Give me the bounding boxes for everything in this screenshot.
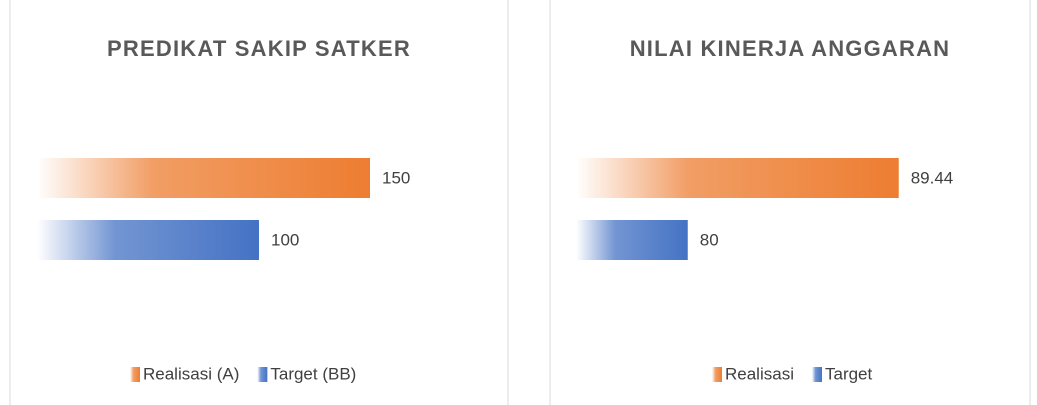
data-label: 80 bbox=[700, 230, 719, 249]
data-label: 150 bbox=[382, 168, 410, 187]
bar bbox=[576, 158, 899, 198]
legend-label: Realisasi (A) bbox=[143, 364, 239, 383]
legend-swatch bbox=[257, 367, 268, 382]
data-label: 89.44 bbox=[911, 168, 954, 187]
legend-label: Realisasi bbox=[725, 364, 794, 383]
legend-label: Target bbox=[825, 364, 873, 383]
bar bbox=[576, 220, 688, 260]
legend-swatch bbox=[130, 367, 140, 382]
legend-label: Target (BB) bbox=[270, 364, 356, 383]
chart-title: NILAI KINERJA ANGGARAN bbox=[630, 36, 951, 61]
bar bbox=[37, 158, 370, 198]
data-label: 100 bbox=[271, 230, 299, 249]
legend-swatch bbox=[811, 367, 822, 382]
bar bbox=[37, 220, 259, 260]
legend-swatch bbox=[712, 367, 722, 382]
chart-title: PREDIKAT SAKIP SATKER bbox=[107, 36, 411, 61]
